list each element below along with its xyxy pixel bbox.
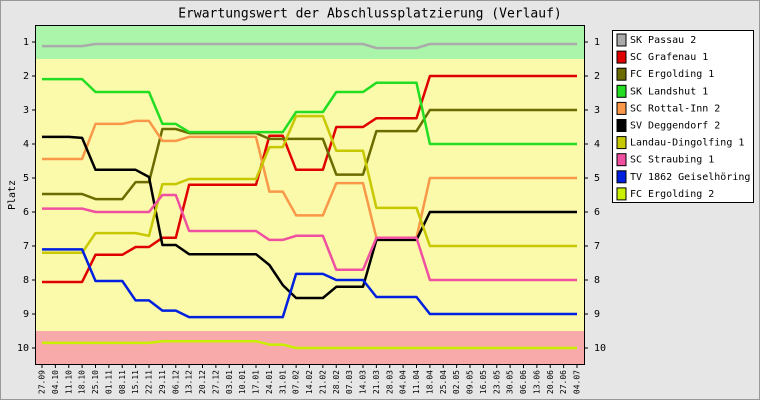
x-tick-label: 25.10 bbox=[91, 370, 100, 394]
x-tick-label: 11.04 bbox=[412, 370, 421, 394]
x-tick-label: 22.11 bbox=[145, 370, 154, 394]
series-line bbox=[42, 339, 577, 350]
legend-swatch bbox=[616, 170, 627, 184]
legend-label: SC Rottal-Inn 2 bbox=[630, 103, 720, 114]
x-tick-label: 07.03 bbox=[345, 370, 354, 394]
y-tick-label: 3 bbox=[23, 105, 29, 116]
x-tick-label: 18.10 bbox=[78, 370, 87, 394]
legend-swatch bbox=[616, 101, 627, 115]
x-tick-label: 21.02 bbox=[318, 370, 327, 394]
x-tick-label: 29.11 bbox=[158, 370, 167, 394]
zone bbox=[35, 59, 585, 331]
x-tick-label: 01.11 bbox=[104, 370, 113, 394]
y2-tick-label: 9 bbox=[594, 309, 600, 320]
y2-tick-label: 3 bbox=[594, 105, 600, 116]
legend-label: TV 1862 Geiselhöring bbox=[630, 172, 750, 183]
x-tick-label: 28.02 bbox=[332, 370, 341, 394]
x-tick-label: 13.12 bbox=[185, 370, 194, 394]
x-tick-label: 10.01 bbox=[238, 370, 247, 394]
series-line bbox=[42, 193, 577, 282]
plot-border bbox=[35, 25, 585, 365]
x-tick-label: 02.05 bbox=[452, 370, 461, 394]
y-tick-label: 1 bbox=[23, 37, 29, 48]
series-line bbox=[42, 77, 577, 146]
x-tick-label: 11.10 bbox=[64, 370, 73, 394]
legend-swatch bbox=[616, 119, 627, 132]
x-tick-label: 27.06 bbox=[559, 370, 568, 394]
x-tick-label: 21.03 bbox=[372, 370, 381, 394]
plot-area bbox=[35, 25, 585, 365]
legend-swatch bbox=[616, 33, 627, 47]
y-tick-label: 8 bbox=[23, 275, 29, 286]
legend-swatch bbox=[616, 50, 627, 64]
legend-swatch bbox=[616, 84, 627, 98]
x-tick-label: 08.11 bbox=[118, 370, 127, 394]
y-tick-label: 5 bbox=[23, 173, 29, 184]
legend-label: SC Grafenau 1 bbox=[630, 52, 708, 63]
x-tick-label: 13.06 bbox=[532, 370, 541, 394]
x-tick-label: 17.01 bbox=[252, 370, 261, 394]
y-axis-label: Platz bbox=[7, 180, 18, 210]
y2-tick-label: 2 bbox=[594, 71, 600, 82]
x-tick-label: 25.04 bbox=[439, 370, 448, 394]
y2-tick-label: 10 bbox=[594, 343, 606, 354]
legend-label: SK Passau 2 bbox=[630, 35, 696, 46]
x-tick-label: 04.10 bbox=[51, 370, 60, 394]
x-tick-label: 23.05 bbox=[492, 370, 501, 394]
y-tick-label: 9 bbox=[23, 309, 29, 320]
x-tick-label: 04.04 bbox=[399, 370, 408, 394]
series-line bbox=[42, 248, 577, 319]
y2-tick-label: 4 bbox=[594, 139, 600, 150]
series-line bbox=[42, 74, 577, 284]
legend-swatch bbox=[616, 67, 627, 81]
legend-label: FC Ergolding 2 bbox=[630, 189, 714, 200]
legend-label: SC Straubing 1 bbox=[630, 155, 714, 166]
y-tick-label: 4 bbox=[23, 139, 29, 150]
legend-label: SK Landshut 1 bbox=[630, 86, 708, 97]
x-tick-label: 20.06 bbox=[546, 370, 555, 394]
legend-swatch bbox=[616, 153, 627, 167]
x-tick-label: 14.02 bbox=[305, 370, 314, 394]
x-tick-label: 16.05 bbox=[479, 370, 488, 394]
chart-title: Erwartungswert der Abschlussplatzierung … bbox=[178, 7, 562, 22]
zone bbox=[35, 25, 585, 59]
x-tick-label: 09.05 bbox=[466, 370, 475, 394]
series-line bbox=[42, 108, 577, 201]
x-tick-label: 06.12 bbox=[171, 370, 180, 394]
x-tick-label: 24.01 bbox=[265, 370, 274, 394]
legend-swatch bbox=[616, 187, 627, 201]
y-tick-label: 10 bbox=[17, 343, 29, 354]
x-tick-label: 20.12 bbox=[198, 370, 207, 394]
x-tick-label: 28.03 bbox=[385, 370, 394, 394]
series-line bbox=[42, 135, 577, 300]
x-tick-label: 03.01 bbox=[225, 370, 234, 394]
legend bbox=[612, 30, 754, 203]
y-tick-label: 7 bbox=[23, 241, 29, 252]
y2-tick-label: 8 bbox=[594, 275, 600, 286]
legend-swatch bbox=[616, 136, 627, 150]
y2-tick-label: 6 bbox=[594, 207, 600, 218]
legend-label: FC Ergolding 1 bbox=[630, 69, 714, 80]
series-line bbox=[42, 42, 577, 50]
x-tick-label: 31.01 bbox=[278, 370, 287, 394]
y-tick-label: 2 bbox=[23, 71, 29, 82]
series-line bbox=[42, 114, 577, 255]
x-tick-label: 15.11 bbox=[131, 370, 140, 394]
x-tick-label: 27.12 bbox=[211, 370, 220, 394]
legend-label: SV Deggendorf 2 bbox=[630, 121, 720, 132]
y-tick-label: 6 bbox=[23, 207, 29, 218]
legend-label: Landau-Dingolfing 1 bbox=[630, 138, 744, 149]
x-tick-label: 30.05 bbox=[506, 370, 515, 394]
x-tick-label: 06.06 bbox=[519, 370, 528, 394]
x-tick-label: 04.07 bbox=[573, 370, 582, 394]
x-tick-label: 07.02 bbox=[292, 370, 301, 394]
series-line bbox=[42, 119, 577, 240]
y2-tick-label: 1 bbox=[594, 37, 600, 48]
x-tick-label: 18.04 bbox=[425, 370, 434, 394]
x-tick-label: 27.09 bbox=[38, 370, 47, 394]
y2-tick-label: 5 bbox=[594, 173, 600, 184]
y2-tick-label: 7 bbox=[594, 241, 600, 252]
x-tick-label: 14.03 bbox=[359, 370, 368, 394]
